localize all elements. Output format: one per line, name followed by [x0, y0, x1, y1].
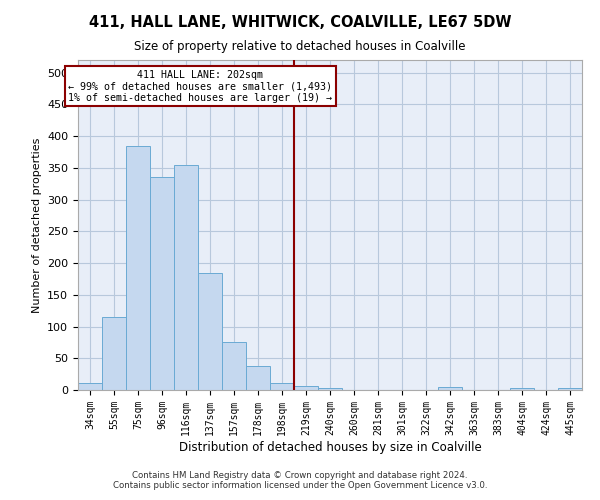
Bar — [78, 383, 102, 390]
Bar — [270, 383, 294, 390]
Bar — [294, 386, 318, 390]
Bar — [126, 146, 150, 390]
Text: 411 HALL LANE: 202sqm  
← 99% of detached houses are smaller (1,493)
1% of semi-: 411 HALL LANE: 202sqm ← 99% of detached … — [68, 70, 332, 102]
Bar — [150, 178, 174, 390]
Bar — [438, 387, 462, 390]
Bar — [102, 317, 126, 390]
Bar — [558, 388, 582, 390]
Bar — [222, 342, 246, 390]
Text: Contains HM Land Registry data © Crown copyright and database right 2024.
Contai: Contains HM Land Registry data © Crown c… — [113, 470, 487, 490]
Bar — [246, 366, 270, 390]
Text: Size of property relative to detached houses in Coalville: Size of property relative to detached ho… — [134, 40, 466, 53]
Y-axis label: Number of detached properties: Number of detached properties — [32, 138, 41, 312]
Bar — [318, 388, 342, 390]
Bar — [510, 388, 534, 390]
Bar — [198, 272, 222, 390]
Text: 411, HALL LANE, WHITWICK, COALVILLE, LE67 5DW: 411, HALL LANE, WHITWICK, COALVILLE, LE6… — [89, 15, 511, 30]
X-axis label: Distribution of detached houses by size in Coalville: Distribution of detached houses by size … — [179, 440, 481, 454]
Bar — [174, 164, 198, 390]
